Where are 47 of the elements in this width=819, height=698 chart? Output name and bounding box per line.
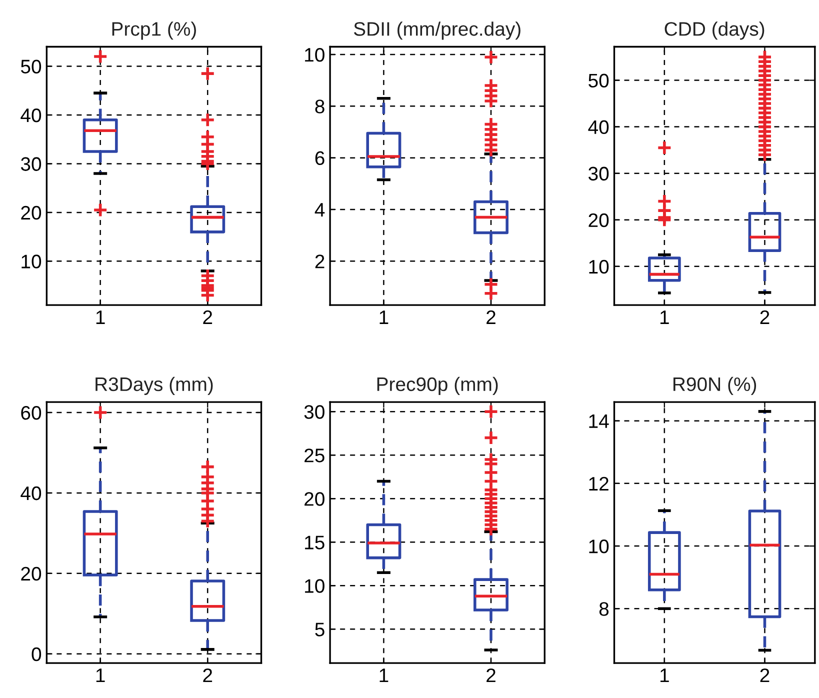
y-tick-label: 4 — [314, 203, 325, 217]
chart-title: R3Days (mm) — [96, 376, 213, 395]
chart-title: SDII (mm/prec.day) — [354, 22, 520, 40]
y-tick-label: 30 — [20, 157, 42, 171]
chart-title: Prec90p (mm) — [377, 376, 498, 395]
x-tick-label: 2 — [486, 310, 496, 324]
y-tick-label: 40 — [588, 120, 609, 134]
y-tick-label: 10 — [589, 260, 609, 274]
x-tick-label: 1 — [660, 310, 669, 324]
y-tick-label: 15 — [305, 536, 324, 550]
y-tick-label: 25 — [304, 448, 324, 462]
y-tick-label: 8 — [599, 602, 609, 616]
y-tick-label: 30 — [304, 405, 324, 419]
y-tick-label: 60 — [21, 406, 42, 420]
x-tick-label: 1 — [380, 310, 388, 324]
x-tick-label: 1 — [96, 310, 105, 324]
y-tick-label: 20 — [304, 492, 324, 506]
y-tick-label: 10 — [305, 579, 324, 593]
y-tick-label: 12 — [589, 476, 608, 490]
y-tick-label: 50 — [588, 74, 609, 88]
x-tick-label: 2 — [760, 310, 770, 324]
chart-title: Prcp1 (%) — [112, 22, 196, 40]
y-tick-label: 14 — [589, 414, 609, 428]
x-tick-label: 2 — [486, 668, 496, 682]
y-tick-label: 2 — [315, 254, 324, 268]
y-tick-label: 20 — [21, 206, 42, 220]
y-tick-label: 5 — [315, 622, 324, 636]
y-tick-label: 20 — [21, 566, 42, 581]
x-tick-label: 1 — [660, 668, 669, 682]
y-tick-label: 50 — [20, 60, 42, 74]
chart-title: CDD (days) — [664, 22, 764, 40]
chart-title: R90N (%) — [673, 376, 756, 395]
x-tick-label: 1 — [96, 668, 105, 682]
y-tick-label: 10 — [589, 540, 609, 554]
y-tick-label: 30 — [588, 166, 609, 181]
x-tick-label: 2 — [203, 310, 212, 324]
y-tick-label: 40 — [20, 486, 42, 500]
y-tick-label: 10 — [22, 254, 42, 268]
x-tick-label: 1 — [380, 668, 388, 682]
y-tick-label: 8 — [315, 100, 324, 114]
x-tick-label: 2 — [760, 668, 770, 682]
y-tick-label: 0 — [32, 647, 42, 662]
y-tick-label: 10 — [305, 48, 324, 62]
y-tick-label: 6 — [315, 151, 324, 166]
y-tick-label: 20 — [588, 213, 609, 228]
x-tick-label: 2 — [203, 668, 212, 682]
y-tick-label: 40 — [20, 108, 42, 122]
